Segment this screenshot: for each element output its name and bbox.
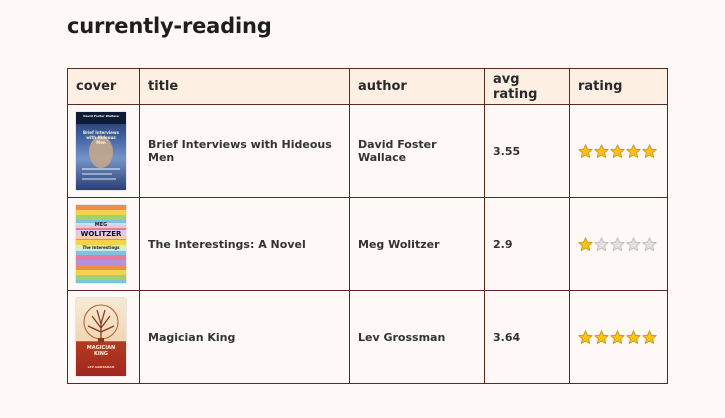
star-filled-icon[interactable] — [642, 143, 657, 159]
book-cover-image[interactable]: MEG WOLITZER The Interestings — [76, 205, 126, 283]
cover-title-text: Brief Interviews with Hideous Men — [83, 130, 119, 146]
book-avg-rating: 3.64 — [484, 290, 570, 384]
column-header-author[interactable]: author — [349, 68, 485, 105]
book-title[interactable]: Brief Interviews with Hideous Men — [139, 104, 350, 198]
star-empty-icon[interactable] — [594, 236, 609, 252]
book-cover-image[interactable]: David Foster Wallace Brief Interviews wi… — [76, 112, 126, 190]
rating-cell — [569, 104, 668, 198]
book-title[interactable]: The Interestings: A Novel — [139, 197, 350, 291]
cover-author-text: LEV GROSSMAN — [87, 365, 115, 369]
star-rating[interactable] — [578, 329, 659, 345]
star-filled-icon[interactable] — [610, 143, 625, 159]
rating-cell — [569, 197, 668, 291]
star-filled-icon[interactable] — [578, 236, 593, 252]
cover-cell: David Foster Wallace Brief Interviews wi… — [67, 104, 140, 198]
book-avg-rating: 2.9 — [484, 197, 570, 291]
star-filled-icon[interactable] — [610, 329, 625, 345]
book-author[interactable]: David Foster Wallace — [349, 104, 485, 198]
cover-title-text: MAGICIAN KING — [86, 345, 116, 357]
page-title: currently-reading — [67, 14, 272, 38]
book-avg-rating: 3.55 — [484, 104, 570, 198]
star-filled-icon[interactable] — [626, 143, 641, 159]
column-header-rating[interactable]: rating — [569, 68, 668, 105]
books-table: cover title author avg rating rating Dav… — [67, 68, 668, 384]
book-title[interactable]: Magician King — [139, 290, 350, 384]
table-row: MEG WOLITZER The Interestings The Intere… — [67, 197, 668, 291]
star-filled-icon[interactable] — [594, 143, 609, 159]
star-filled-icon[interactable] — [594, 329, 609, 345]
table-header-row: cover title author avg rating rating — [67, 68, 668, 105]
column-header-title[interactable]: title — [139, 68, 350, 105]
book-cover-image[interactable]: MAGICIAN KING LEV GROSSMAN — [76, 298, 126, 376]
table-row: MAGICIAN KING LEV GROSSMAN Magician King… — [67, 290, 668, 384]
star-filled-icon[interactable] — [578, 329, 593, 345]
cover-author-text: David Foster Wallace — [83, 114, 119, 118]
cover-artwork — [76, 112, 126, 180]
rating-cell — [569, 290, 668, 384]
star-filled-icon[interactable] — [626, 329, 641, 345]
cover-cell: MEG WOLITZER The Interestings — [67, 197, 140, 291]
star-rating[interactable] — [578, 236, 659, 252]
cover-author-first-text: MEG — [76, 223, 126, 228]
star-rating[interactable] — [578, 143, 659, 159]
column-header-cover[interactable]: cover — [67, 68, 140, 105]
cover-cell: MAGICIAN KING LEV GROSSMAN — [67, 290, 140, 384]
star-empty-icon[interactable] — [610, 236, 625, 252]
book-author[interactable]: Lev Grossman — [349, 290, 485, 384]
cover-title-text: The Interestings — [76, 245, 126, 251]
star-filled-icon[interactable] — [642, 329, 657, 345]
book-author[interactable]: Meg Wolitzer — [349, 197, 485, 291]
star-filled-icon[interactable] — [578, 143, 593, 159]
star-empty-icon[interactable] — [626, 236, 641, 252]
column-header-avg-rating[interactable]: avg rating — [484, 68, 570, 105]
cover-tree-artwork — [83, 304, 119, 342]
table-row: David Foster Wallace Brief Interviews wi… — [67, 104, 668, 198]
cover-author-last-text: WOLITZER — [76, 230, 126, 239]
star-empty-icon[interactable] — [642, 236, 657, 252]
